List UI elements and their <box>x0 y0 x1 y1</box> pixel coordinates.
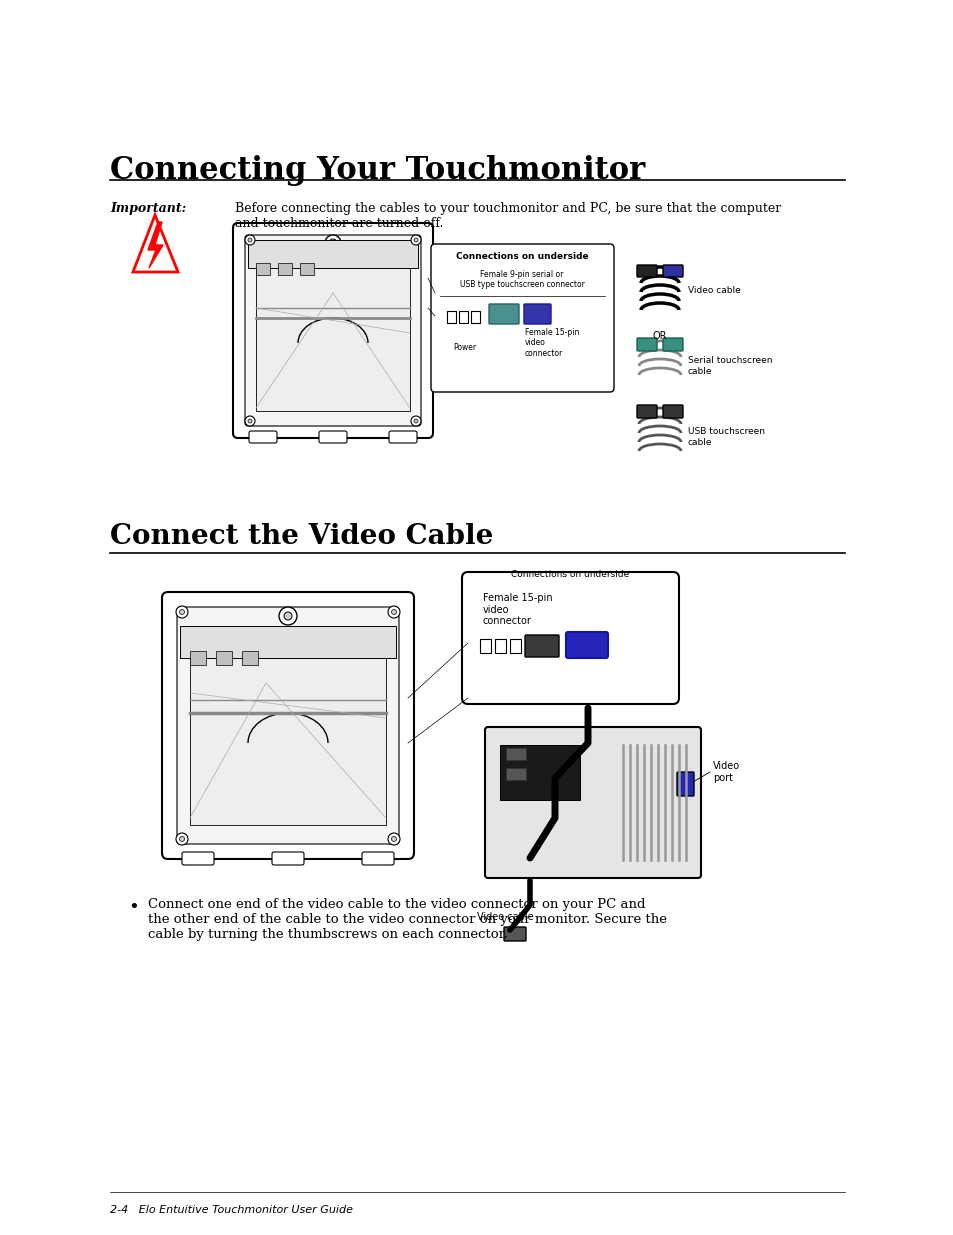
FancyBboxPatch shape <box>565 632 607 658</box>
Text: Important:: Important: <box>110 203 186 215</box>
Circle shape <box>284 613 292 620</box>
FancyBboxPatch shape <box>637 338 657 351</box>
FancyBboxPatch shape <box>461 572 679 704</box>
Bar <box>242 651 257 664</box>
FancyBboxPatch shape <box>677 772 693 797</box>
Bar <box>447 311 456 324</box>
Circle shape <box>414 419 417 424</box>
FancyBboxPatch shape <box>637 405 657 417</box>
FancyBboxPatch shape <box>484 727 700 878</box>
Text: Serial touchscreen
cable: Serial touchscreen cable <box>687 357 772 375</box>
Text: Connect one end of the video cable to the video connector on your PC and
the oth: Connect one end of the video cable to th… <box>148 898 666 941</box>
Text: Connections on underside: Connections on underside <box>456 252 588 261</box>
Circle shape <box>278 606 296 625</box>
Bar <box>277 263 292 275</box>
FancyBboxPatch shape <box>662 266 682 277</box>
FancyBboxPatch shape <box>503 927 525 941</box>
Text: Video
port: Video port <box>712 761 740 783</box>
Bar <box>499 745 579 800</box>
Text: Female 15-pin
video
connector: Female 15-pin video connector <box>524 329 578 358</box>
FancyBboxPatch shape <box>361 852 394 864</box>
FancyBboxPatch shape <box>272 852 304 864</box>
FancyBboxPatch shape <box>431 245 614 391</box>
Circle shape <box>248 419 252 424</box>
Bar <box>299 263 314 275</box>
Circle shape <box>411 235 420 245</box>
Circle shape <box>329 240 336 247</box>
Bar <box>495 638 505 653</box>
Circle shape <box>245 235 254 245</box>
Circle shape <box>414 238 417 242</box>
Circle shape <box>325 235 340 251</box>
Circle shape <box>391 836 396 841</box>
Circle shape <box>179 610 184 615</box>
Circle shape <box>411 416 420 426</box>
FancyBboxPatch shape <box>489 304 518 324</box>
Bar <box>458 311 468 324</box>
Text: 2-4   Elo Entuitive Touchmonitor User Guide: 2-4 Elo Entuitive Touchmonitor User Guid… <box>110 1205 353 1215</box>
FancyBboxPatch shape <box>662 405 682 417</box>
FancyBboxPatch shape <box>662 338 682 351</box>
Bar <box>479 638 491 653</box>
FancyBboxPatch shape <box>162 592 414 860</box>
Circle shape <box>248 238 252 242</box>
Bar <box>255 266 410 411</box>
FancyBboxPatch shape <box>389 431 416 443</box>
Bar <box>471 311 479 324</box>
Bar <box>510 638 520 653</box>
Bar <box>190 645 386 825</box>
FancyBboxPatch shape <box>524 635 558 657</box>
Circle shape <box>391 610 396 615</box>
FancyBboxPatch shape <box>233 224 433 438</box>
Polygon shape <box>148 222 163 268</box>
Text: Power: Power <box>453 343 476 352</box>
Circle shape <box>388 832 399 845</box>
Text: Connecting Your Touchmonitor: Connecting Your Touchmonitor <box>110 156 644 186</box>
FancyBboxPatch shape <box>637 266 657 277</box>
Bar <box>248 240 417 268</box>
Text: Connections on underside: Connections on underside <box>511 571 628 579</box>
Text: Video cable: Video cable <box>687 285 740 294</box>
Text: Female 9-pin serial or
USB type touchscreen connector: Female 9-pin serial or USB type touchscr… <box>459 270 584 289</box>
FancyBboxPatch shape <box>318 431 347 443</box>
Text: Before connecting the cables to your touchmonitor and PC, be sure that the compu: Before connecting the cables to your tou… <box>234 203 781 230</box>
FancyBboxPatch shape <box>523 304 551 324</box>
Polygon shape <box>132 215 178 272</box>
Bar <box>505 768 525 781</box>
Circle shape <box>388 606 399 618</box>
Bar <box>190 651 206 664</box>
Bar <box>505 748 525 760</box>
Text: USB touchscreen
cable: USB touchscreen cable <box>687 427 764 447</box>
FancyBboxPatch shape <box>182 852 213 864</box>
Text: •: • <box>128 898 138 916</box>
FancyBboxPatch shape <box>249 431 276 443</box>
Bar <box>215 651 232 664</box>
Text: Video cable: Video cable <box>476 911 533 923</box>
Circle shape <box>175 832 188 845</box>
Text: Female 15-pin
video
connector: Female 15-pin video connector <box>482 593 552 626</box>
Text: OR: OR <box>652 331 666 341</box>
Bar <box>180 626 395 658</box>
FancyBboxPatch shape <box>177 606 398 844</box>
Text: Connect the Video Cable: Connect the Video Cable <box>110 522 493 550</box>
Bar <box>255 263 270 275</box>
Circle shape <box>179 836 184 841</box>
Circle shape <box>245 416 254 426</box>
Circle shape <box>175 606 188 618</box>
FancyBboxPatch shape <box>245 235 420 426</box>
